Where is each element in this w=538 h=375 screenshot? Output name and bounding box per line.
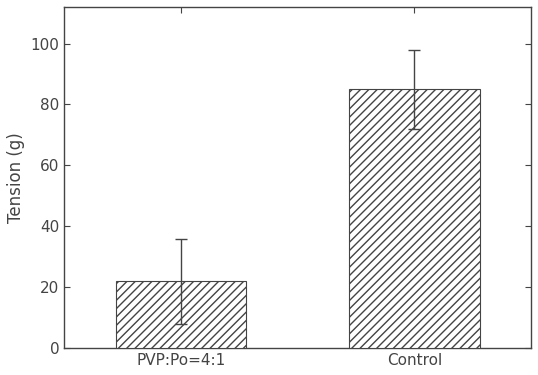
- Y-axis label: Tension (g): Tension (g): [7, 132, 25, 223]
- Bar: [116, 281, 246, 348]
- Bar: [349, 89, 480, 348]
